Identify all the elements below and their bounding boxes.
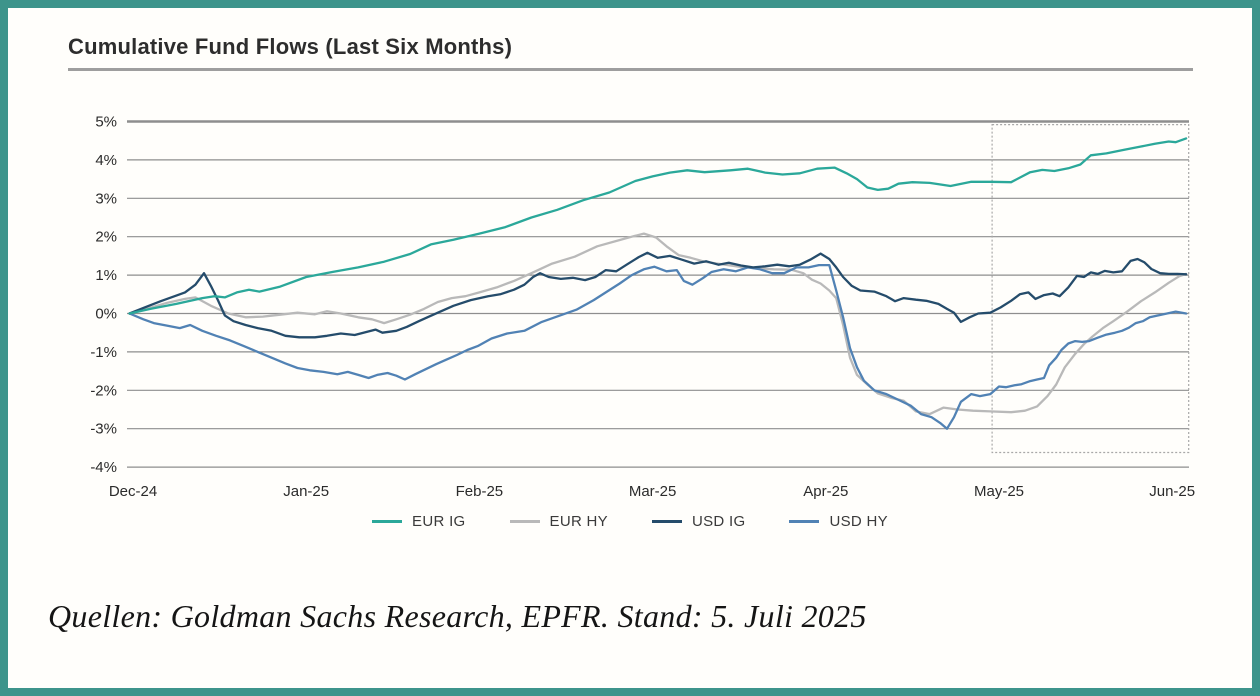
legend-label-eur-hy: EUR HY: [549, 513, 608, 530]
fund-flows-line-chart: 5% 4% 3% 2% 1% 0% -1% -2% -3% -4% Dec-24 Jan-25 Feb-…: [90, 114, 1195, 501]
legend-swatch-eur-hy: [509, 520, 540, 523]
legend-swatch-eur-ig: [372, 520, 403, 523]
y-tick-label: -4%: [90, 459, 117, 476]
legend-item-usd-hy: USD HY: [789, 513, 888, 530]
legend-swatch-usd-ig: [652, 520, 682, 523]
y-tick-label: -2%: [90, 382, 117, 399]
series-line-usd-hy: [128, 263, 1188, 430]
x-tick-label: Jun-25: [1149, 483, 1195, 500]
chart-legend: EUR IG EUR HY USD IG USD HY: [8, 513, 1252, 530]
chart-card: Cumulative Fund Flows (Last Six Months) …: [8, 8, 1252, 688]
x-tick-label: May-25: [974, 483, 1024, 500]
x-tick-label: Mar-25: [629, 483, 677, 500]
x-tick-label: Apr-25: [803, 483, 848, 500]
legend-item-usd-ig: USD IG: [652, 513, 745, 530]
y-tick-label: -3%: [90, 421, 117, 438]
legend-item-eur-ig: EUR IG: [372, 513, 465, 530]
chart-title: Cumulative Fund Flows (Last Six Months): [68, 34, 513, 59]
series-line-eur-hy: [128, 232, 1188, 416]
legend-label-usd-ig: USD IG: [692, 513, 746, 530]
legend-item-eur-hy: EUR HY: [509, 513, 608, 530]
highlight-box: [991, 123, 1190, 454]
y-tick-label: 0%: [95, 306, 117, 323]
x-tick-label: Jan-25: [283, 483, 329, 500]
y-tick-label: 2%: [95, 229, 117, 246]
title-underline: [68, 68, 1193, 71]
legend-label-usd-hy: USD HY: [829, 513, 888, 530]
source-note: Quellen: Goldman Sachs Research, EPFR. S…: [48, 598, 867, 634]
y-tick-label: -1%: [90, 344, 117, 361]
legend-swatch-usd-hy: [789, 520, 820, 523]
x-tick-label: Feb-25: [456, 483, 504, 500]
series-line-eur-ig: [128, 137, 1188, 315]
x-tick-label: Dec-24: [109, 483, 157, 500]
legend-label-eur-ig: EUR IG: [412, 513, 466, 530]
y-tick-label: 4%: [95, 152, 117, 169]
series-line-usd-ig: [128, 251, 1188, 339]
y-tick-label: 3%: [95, 190, 117, 207]
y-tick-label: 1%: [95, 267, 117, 284]
y-tick-label: 5%: [95, 114, 117, 131]
